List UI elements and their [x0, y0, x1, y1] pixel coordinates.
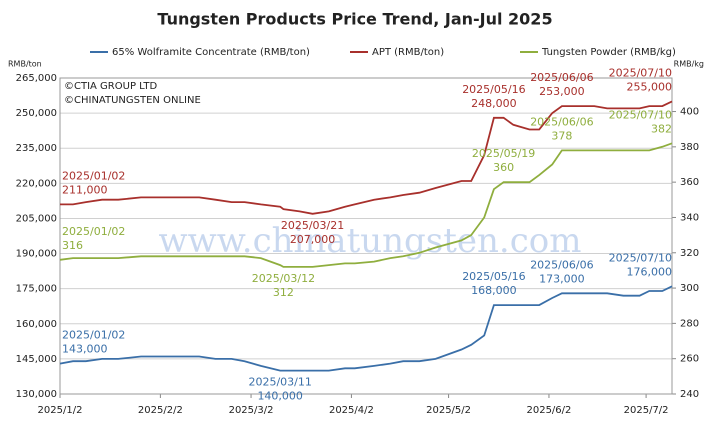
- annotation-date: 2025/07/10: [609, 108, 672, 121]
- annotation-date: 2025/01/02: [62, 329, 125, 342]
- legend-label: 65% Wolframite Concentrate (RMB/ton): [112, 47, 310, 58]
- x-tick-label: 2025/2/2: [138, 405, 183, 416]
- data-label: 143,000: [62, 343, 108, 356]
- data-label: 140,000: [257, 390, 303, 403]
- plot-border: [59, 77, 673, 395]
- y2-tick-label: 400: [680, 107, 699, 118]
- source-note: ©CTIA GROUP LTD: [64, 81, 157, 92]
- y-tick-label: 130,000: [16, 389, 57, 400]
- annotation-date: 2025/07/10: [609, 66, 672, 79]
- x-tick-label: 2025/7/2: [624, 405, 669, 416]
- x-tick-label: 2025/6/2: [526, 405, 571, 416]
- y-tick-label: 160,000: [16, 319, 57, 330]
- annotation-date: 2025/06/06: [530, 115, 593, 128]
- data-label: 207,000: [290, 233, 336, 246]
- series-line: [60, 100, 673, 215]
- y2-axis-label: RMB/kg: [674, 60, 704, 69]
- annotation-date: 2025/01/02: [62, 225, 125, 238]
- y-tick-label: 145,000: [16, 354, 57, 365]
- y-tick-label: 235,000: [16, 143, 57, 154]
- y2-tick-label: 260: [680, 354, 699, 365]
- watermark: www.chinatungsten.com: [159, 221, 582, 261]
- data-label: 378: [551, 129, 572, 142]
- chart-title: Tungsten Products Price Trend, Jan-Jul 2…: [157, 10, 552, 29]
- data-label: 316: [62, 239, 83, 252]
- source-note: ©CHINATUNGSTEN ONLINE: [64, 95, 201, 106]
- x-tick-label: 2025/5/2: [426, 405, 471, 416]
- y-tick-label: 205,000: [16, 213, 57, 224]
- y-tick-label: 220,000: [16, 178, 57, 189]
- y2-tick-label: 360: [680, 177, 699, 188]
- annotation-date: 2025/06/06: [530, 71, 593, 84]
- data-label: 312: [273, 286, 294, 299]
- y2-tick-label: 320: [680, 248, 699, 259]
- data-label: 211,000: [62, 183, 108, 196]
- y2-tick-label: 240: [680, 389, 699, 400]
- data-label: 173,000: [539, 272, 585, 285]
- series-line: [59, 285, 673, 372]
- annotation-date: 2025/07/10: [609, 251, 672, 264]
- data-label: 255,000: [627, 80, 673, 93]
- y-axis-label: RMB/ton: [8, 60, 42, 69]
- annotation-date: 2025/05/16: [462, 270, 525, 283]
- x-tick-label: 2025/4/2: [329, 405, 374, 416]
- legend-label: APT (RMB/ton): [372, 47, 444, 58]
- annotation-date: 2025/01/02: [62, 169, 125, 182]
- data-label: 248,000: [471, 97, 517, 110]
- y-tick-label: 190,000: [16, 249, 57, 260]
- y2-tick-label: 340: [680, 212, 699, 223]
- y2-tick-label: 300: [680, 283, 699, 294]
- x-tick-label: 2025/1/2: [38, 405, 83, 416]
- y-tick-label: 175,000: [16, 284, 57, 295]
- annotation-date: 2025/03/11: [248, 376, 311, 389]
- annotation-date: 2025/03/21: [281, 219, 344, 232]
- annotation-date: 2025/05/19: [472, 147, 535, 160]
- legend-label: Tungsten Powder (RMB/kg): [541, 47, 676, 58]
- annotation-date: 2025/05/16: [462, 83, 525, 96]
- data-label: 360: [493, 161, 514, 174]
- annotation-date: 2025/03/12: [252, 272, 315, 285]
- x-tick-label: 2025/3/2: [229, 405, 274, 416]
- y-tick-label: 265,000: [16, 73, 57, 84]
- y-tick-label: 250,000: [16, 108, 57, 119]
- series-line: [59, 142, 673, 268]
- data-label: 168,000: [471, 284, 517, 297]
- y2-tick-label: 280: [680, 318, 699, 329]
- y2-tick-label: 380: [680, 142, 699, 153]
- data-label: 253,000: [539, 85, 585, 98]
- data-label: 382: [651, 122, 672, 135]
- data-label: 176,000: [627, 265, 673, 278]
- annotation-date: 2025/06/06: [530, 258, 593, 271]
